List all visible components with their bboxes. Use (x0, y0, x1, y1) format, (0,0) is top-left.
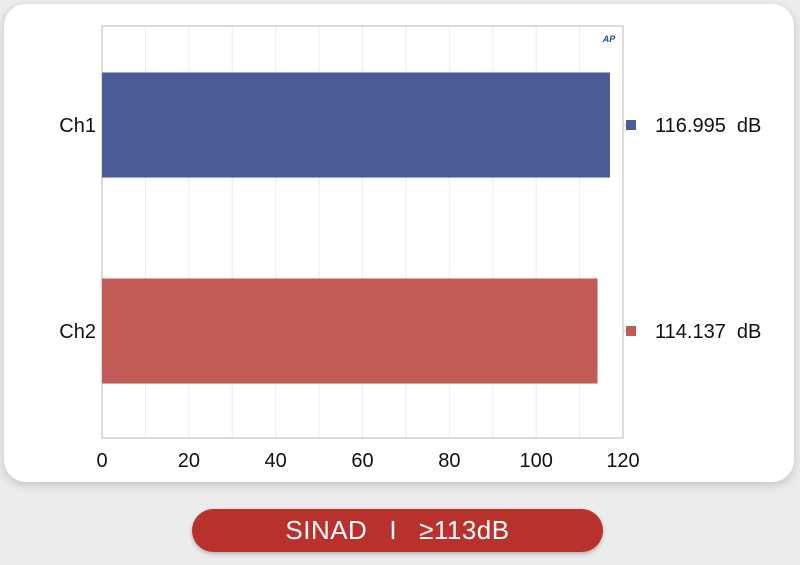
category-label: Ch2 (59, 321, 96, 343)
value-label: 114.137 dB (655, 321, 761, 343)
badge-label: SINAD (285, 515, 368, 545)
x-tick-label: 80 (438, 450, 460, 472)
sinad-badge: SINAD I ≥113dB (192, 509, 603, 552)
legend-marker (626, 326, 636, 336)
x-tick-label: 120 (606, 450, 639, 472)
x-tick-label: 60 (351, 450, 373, 472)
category-label: Ch1 (59, 115, 96, 137)
x-tick-label: 100 (519, 450, 552, 472)
badge-value: ≥113dB (419, 515, 510, 545)
badge-separator: I (389, 515, 398, 545)
bar-ch1 (102, 72, 610, 178)
value-labels: 116.995 dB 114.137 dB (623, 115, 761, 343)
category-labels: Ch1 Ch2 (59, 115, 96, 343)
x-tick-label: 0 (96, 450, 107, 472)
bars (102, 72, 610, 384)
x-tick-label: 20 (178, 450, 200, 472)
bar-ch2 (102, 278, 598, 384)
plot-frame (101, 25, 624, 439)
value-label: 116.995 dB (655, 115, 761, 137)
ap-logo: AP (602, 34, 616, 44)
legend-marker (626, 120, 636, 130)
x-tick-label: 40 (265, 450, 287, 472)
x-tick-labels: 0 20 40 60 80 100 120 (96, 450, 639, 472)
